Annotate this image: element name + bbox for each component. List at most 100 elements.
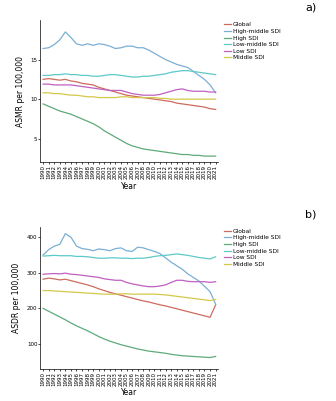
Global (169, 305, 173, 310)
Line: Middle SDI: Middle SDI (43, 291, 216, 301)
Global (75, 279, 79, 284)
Low-middle SDI (175, 251, 179, 256)
High-middle SDI (208, 83, 212, 87)
Global (203, 105, 207, 109)
High-middle SDI (58, 37, 62, 42)
Line: High SDI: High SDI (43, 308, 216, 358)
High SDI (141, 147, 145, 152)
Middle SDI (141, 292, 145, 297)
Low-middle SDI (102, 73, 106, 78)
High SDI (180, 152, 184, 157)
Middle SDI (69, 93, 73, 97)
Low SDI (203, 279, 207, 284)
Low-middle SDI (158, 72, 162, 77)
Middle SDI (130, 292, 134, 297)
Low-middle SDI (125, 74, 129, 79)
Middle SDI (75, 290, 79, 295)
High SDI (208, 154, 212, 158)
Low-middle SDI (80, 73, 84, 78)
High SDI (136, 346, 140, 351)
Low-middle SDI (158, 253, 162, 258)
Line: Middle SDI: Middle SDI (43, 93, 216, 99)
Middle SDI (47, 90, 51, 95)
Global (102, 87, 106, 91)
High-middle SDI (80, 246, 84, 251)
Global (191, 103, 195, 108)
Low SDI (41, 82, 45, 87)
Middle SDI (164, 292, 168, 297)
Middle SDI (86, 291, 90, 296)
High-middle SDI (136, 245, 140, 249)
Low-middle SDI (208, 71, 212, 76)
Low SDI (97, 87, 101, 91)
Global (80, 81, 84, 86)
Global (147, 300, 151, 304)
Low-middle SDI (136, 256, 140, 261)
High-middle SDI (197, 279, 201, 284)
Global (153, 301, 157, 306)
Low-middle SDI (102, 256, 106, 261)
Global (41, 277, 45, 282)
Low SDI (197, 89, 201, 94)
Global (158, 302, 162, 307)
High-middle SDI (175, 62, 179, 67)
High-middle SDI (102, 247, 106, 252)
Low-middle SDI (203, 71, 207, 75)
Low-middle SDI (47, 73, 51, 78)
Low-middle SDI (47, 253, 51, 258)
Global (52, 276, 56, 281)
Global (114, 292, 118, 296)
High-middle SDI (147, 48, 151, 53)
Low SDI (175, 87, 179, 92)
High SDI (119, 138, 123, 143)
High-middle SDI (86, 41, 90, 46)
Legend: Global, High-middle SDI, High SDI, Low-middle SDI, Low SDI, Middle SDI: Global, High-middle SDI, High SDI, Low-m… (222, 20, 283, 63)
Low-middle SDI (130, 75, 134, 79)
Low-middle SDI (153, 73, 157, 78)
Global (69, 79, 73, 83)
Middle SDI (52, 91, 56, 96)
Global (91, 284, 95, 289)
Middle SDI (119, 292, 123, 296)
High SDI (102, 336, 106, 341)
High-middle SDI (153, 249, 157, 254)
Global (153, 97, 157, 101)
High-middle SDI (52, 42, 56, 47)
Low-middle SDI (75, 72, 79, 77)
High-middle SDI (141, 45, 145, 50)
X-axis label: Year: Year (121, 182, 137, 191)
Middle SDI (136, 292, 140, 297)
Middle SDI (153, 292, 157, 297)
High-middle SDI (141, 245, 145, 250)
High-middle SDI (169, 260, 173, 265)
Middle SDI (91, 94, 95, 99)
High-middle SDI (164, 255, 168, 260)
High SDI (80, 326, 84, 331)
Low SDI (136, 92, 140, 97)
Middle SDI (153, 95, 157, 100)
High-middle SDI (64, 30, 68, 34)
Line: High-middle SDI: High-middle SDI (43, 234, 216, 304)
High SDI (69, 112, 73, 117)
Global (169, 99, 173, 104)
Low SDI (153, 93, 157, 97)
Low SDI (208, 90, 212, 95)
High-middle SDI (214, 302, 218, 306)
Global (214, 107, 218, 112)
Line: Global: Global (43, 278, 216, 317)
Global (164, 304, 168, 308)
Low SDI (86, 85, 90, 90)
Global (180, 308, 184, 313)
High SDI (208, 355, 212, 360)
Low-middle SDI (186, 68, 190, 73)
Middle SDI (191, 97, 195, 101)
Low-middle SDI (180, 68, 184, 73)
Low SDI (91, 274, 95, 279)
High-middle SDI (97, 247, 101, 251)
Middle SDI (125, 292, 129, 296)
Low SDI (102, 87, 106, 92)
Middle SDI (58, 289, 62, 294)
High SDI (214, 354, 218, 359)
Low-middle SDI (164, 253, 168, 258)
High SDI (191, 354, 195, 359)
